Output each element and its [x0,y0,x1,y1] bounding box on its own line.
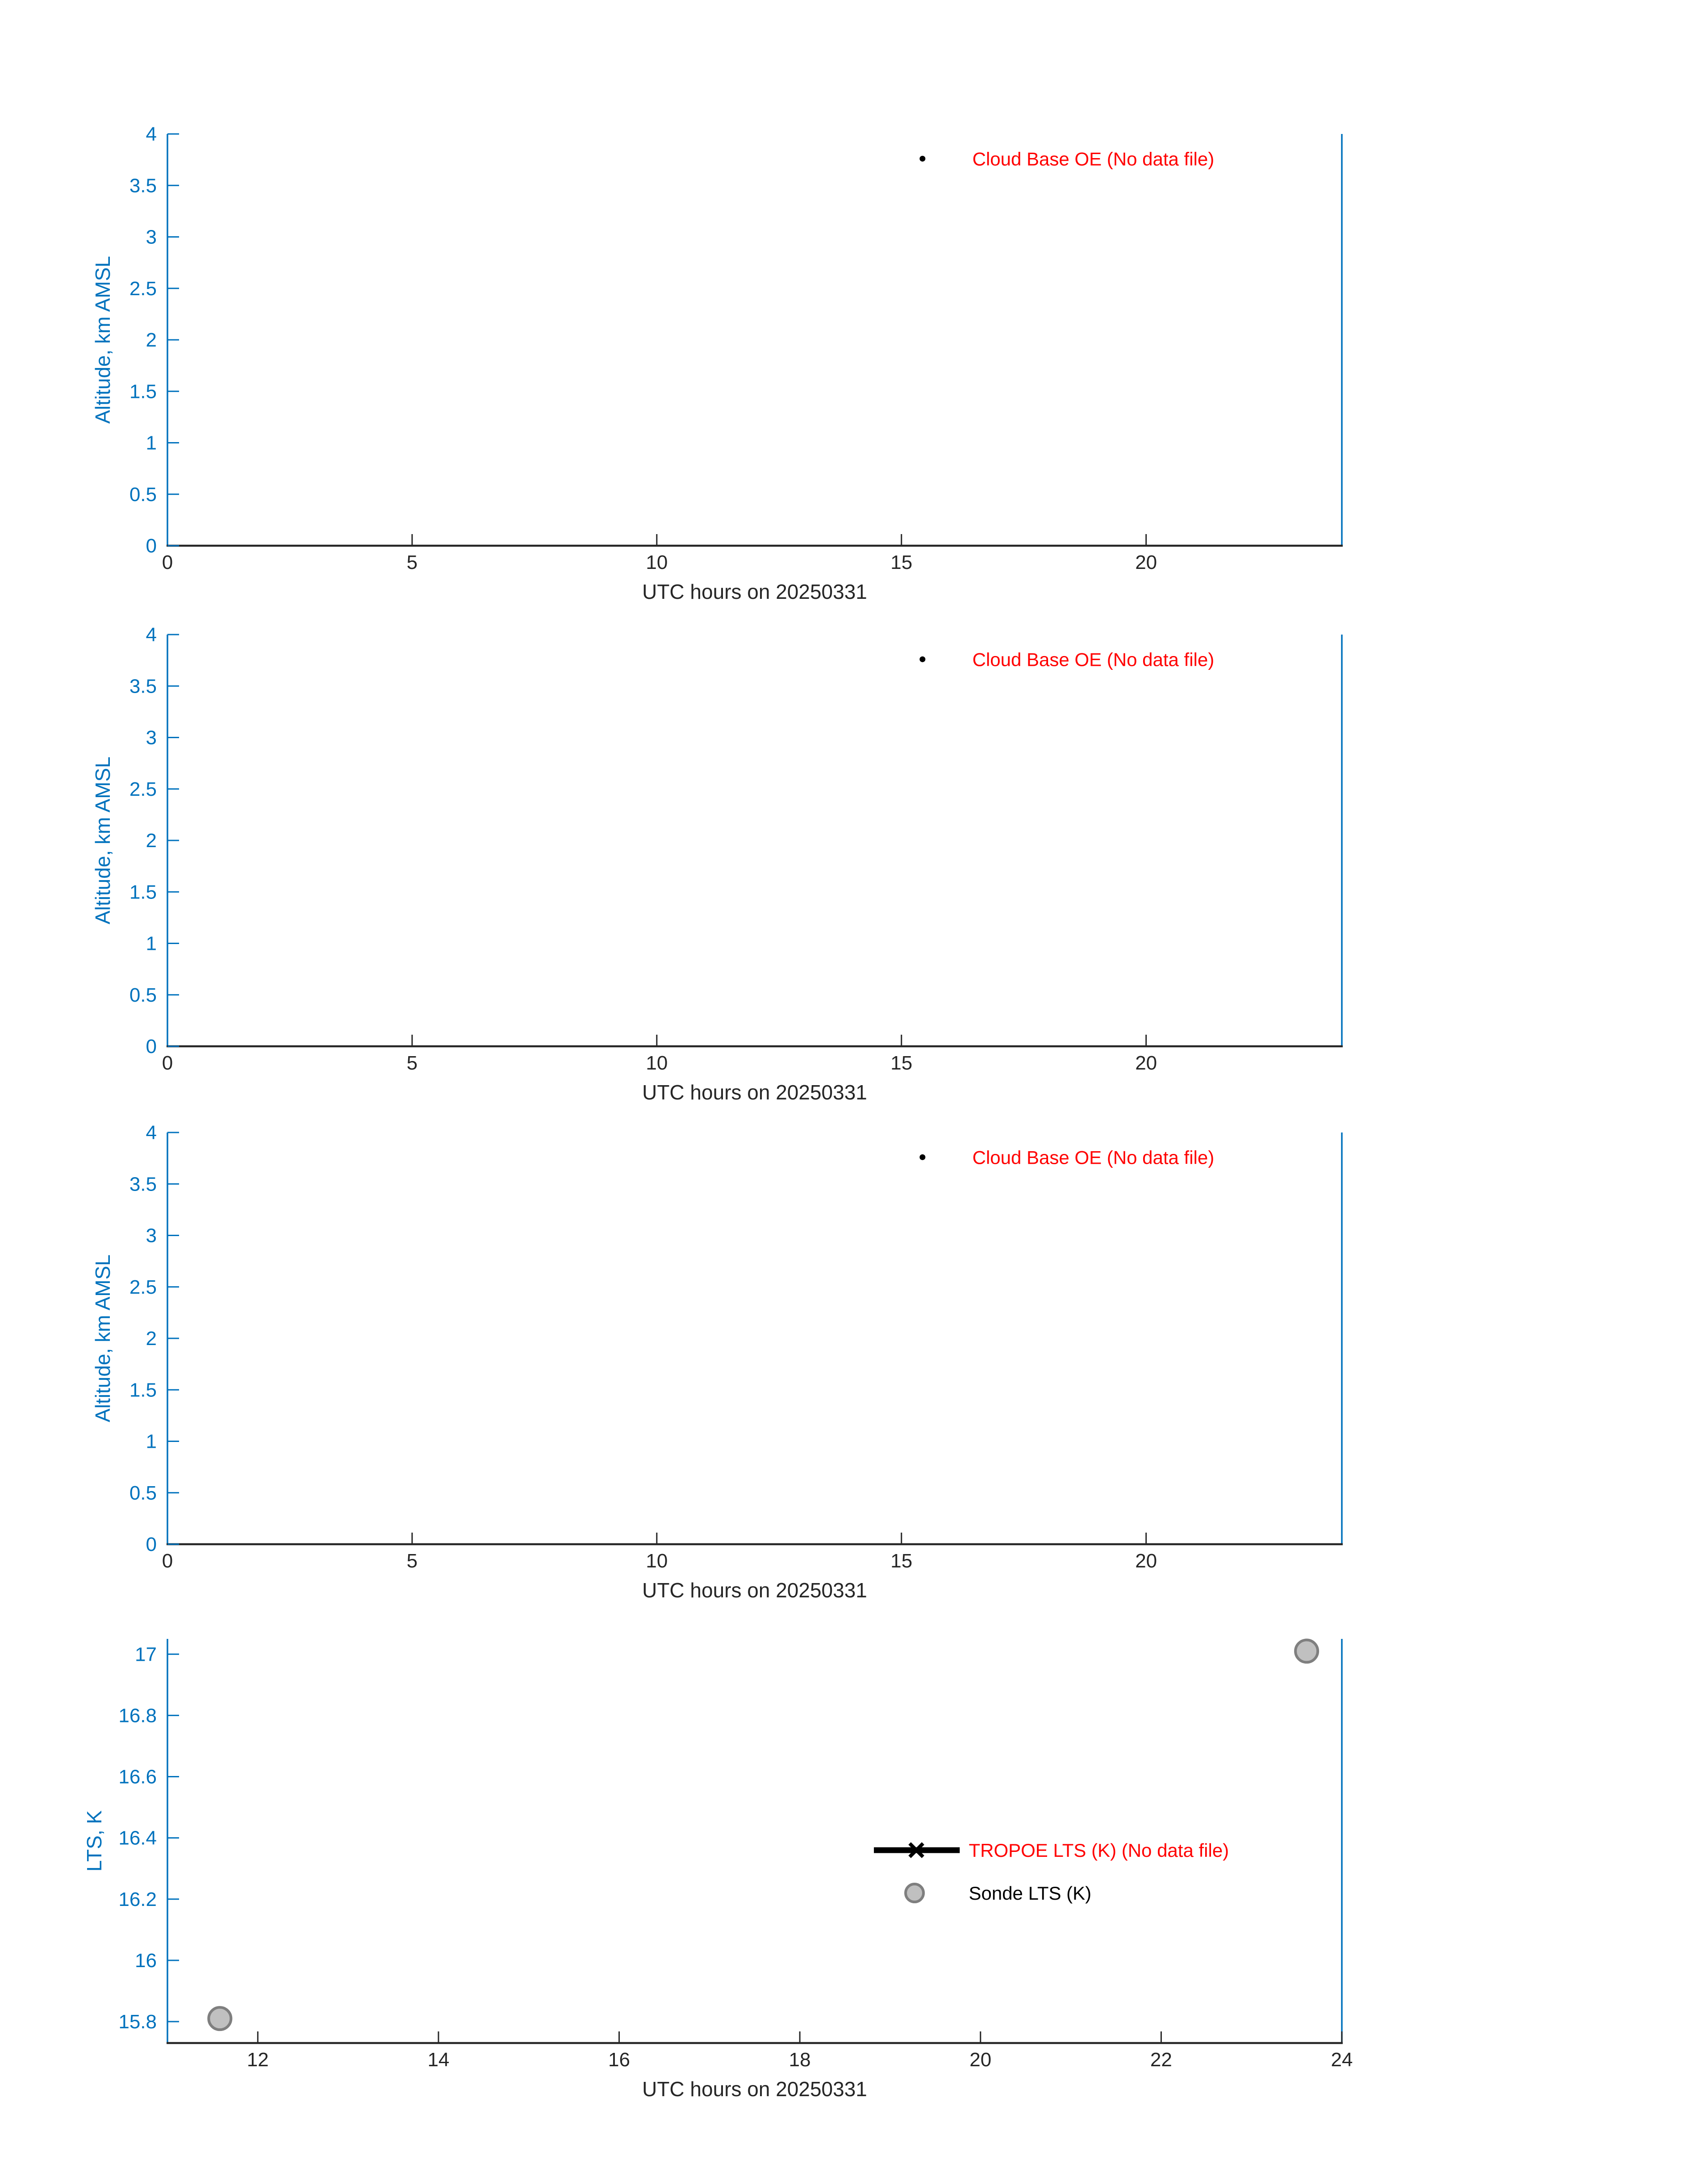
x-tick-label: 10 [646,1052,668,1074]
legend-label: Cloud Base OE (No data file) [973,148,1215,169]
y-tick-label: 0.5 [129,484,157,506]
legend-label: Cloud Base OE (No data file) [973,1147,1215,1168]
legend-entry: Sonde LTS (K) [904,1883,1091,1904]
legend-entry: Cloud Base OE (No data file) [919,649,1214,670]
y-tick-label: 16.4 [118,1827,157,1849]
x-tick-label: 20 [1135,552,1157,573]
data-point [207,2006,233,2031]
x-tick-label: 22 [1150,2049,1172,2071]
x-tick-label: 5 [407,1052,418,1074]
y-tick-label: 4 [146,1122,157,1144]
y-tick-label: 0.5 [129,984,157,1006]
x-axis-title: UTC hours on 20250331 [642,2077,867,2101]
y-tick-label: 16.8 [118,1705,157,1726]
x-axis-title: UTC hours on 20250331 [642,580,867,603]
x-tick-label: 10 [646,1550,668,1572]
x-tick-label: 20 [1135,1550,1157,1572]
x-tick-label: 5 [407,552,418,573]
y-tick-label: 0 [146,1534,157,1555]
legend: Cloud Base OE (No data file) [919,148,1214,169]
x-axis-title: UTC hours on 20250331 [642,1081,867,1104]
y-tick-label: 16.6 [118,1766,157,1788]
x-tick-label: 24 [1331,2049,1353,2071]
y-tick-label: 1.5 [129,380,157,402]
y-tick-label: 0 [146,535,157,557]
legend-point-marker [919,1154,926,1160]
y-tick-label: 17 [135,1643,157,1665]
chart-4: 15.8 16 16.2 16.4 16.6 16.8 17 12 14 16 18 20 22 24 UT… [83,1638,1353,2101]
y-tick-label: 1.5 [129,1379,157,1401]
y-axis-title: LTS, K [83,1810,106,1872]
chart-3: 0 0.5 1 1.5 2 2.5 3 3.5 4 0 5 10 15 20 UTC hours on 20… [91,1122,1343,1602]
y-tick-label: 15.8 [118,2011,157,2033]
chart-2: 0 0.5 1 1.5 2 2.5 3 3.5 4 0 5 10 15 20 UTC hours on 20… [91,624,1343,1104]
y-tick-label: 3 [146,727,157,749]
y-tick-label: 3 [146,1225,157,1247]
y-tick-label: 2 [146,329,157,351]
legend-label: TROPOE LTS (K) (No data file) [969,1840,1229,1861]
x-axis-title: UTC hours on 20250331 [642,1579,867,1602]
y-axis-title: Altitude, km AMSL [91,756,114,924]
y-axis-title: Altitude, km AMSL [91,1254,114,1422]
y-tick-label: 3 [146,226,157,248]
legend: Cloud Base OE (No data file) [919,649,1214,670]
y-tick-label: 3.5 [129,675,157,697]
x-tick-label: 20 [969,2049,991,2071]
legend-point-marker [919,155,926,162]
x-tick-label: 15 [890,552,912,573]
x-tick-label: 15 [890,1550,912,1572]
legend-label: Cloud Base OE (No data file) [973,649,1215,670]
x-tick-label: 0 [162,552,173,573]
y-tick-label: 2 [146,1328,157,1350]
legend: Cloud Base OE (No data file) [919,1147,1214,1168]
legend-entry: Cloud Base OE (No data file) [919,1147,1214,1168]
legend-x-marker [908,1842,924,1858]
y-tick-label: 4 [146,624,157,646]
x-tick-label: 16 [608,2049,630,2071]
y-tick-label: 2 [146,830,157,852]
chart-1: 0 0.5 1 1.5 2 2.5 3 3.5 4 0 5 10 15 20 UTC hours on 20… [91,123,1343,603]
y-tick-label: 1 [146,933,157,955]
y-tick-label: 2.5 [129,278,157,300]
x-tick-label: 0 [162,1052,173,1074]
legend-circle-marker [904,1883,925,1904]
x-tick-label: 12 [247,2049,269,2071]
legend-point-marker [919,656,926,662]
y-tick-label: 2.5 [129,778,157,800]
x-tick-label: 0 [162,1550,173,1572]
data-point [1294,1638,1320,1664]
x-tick-label: 14 [427,2049,449,2071]
y-tick-label: 2.5 [129,1276,157,1298]
y-tick-label: 1 [146,432,157,454]
legend-label: Sonde LTS (K) [969,1883,1091,1904]
x-tick-label: 10 [646,552,668,573]
x-tick-label: 15 [890,1052,912,1074]
legend-entry: TROPOE LTS (K) (No data file) [874,1840,1229,1861]
x-tick-label: 18 [789,2049,811,2071]
y-tick-label: 0 [146,1036,157,1057]
y-tick-label: 16 [135,1950,157,1972]
y-tick-label: 16.2 [118,1889,157,1910]
y-tick-label: 4 [146,123,157,145]
legend-entry: Cloud Base OE (No data file) [919,148,1214,169]
x-tick-label: 5 [407,1550,418,1572]
y-tick-label: 0.5 [129,1482,157,1504]
data-series [207,1638,1320,2031]
y-axis-title: Altitude, km AMSL [91,256,114,424]
legend: TROPOE LTS (K) (No data file) Sonde LTS (… [874,1840,1229,1904]
y-tick-label: 1 [146,1431,157,1453]
y-tick-label: 3.5 [129,175,157,196]
y-tick-label: 1.5 [129,881,157,903]
x-tick-label: 20 [1135,1052,1157,1074]
y-tick-label: 3.5 [129,1173,157,1195]
